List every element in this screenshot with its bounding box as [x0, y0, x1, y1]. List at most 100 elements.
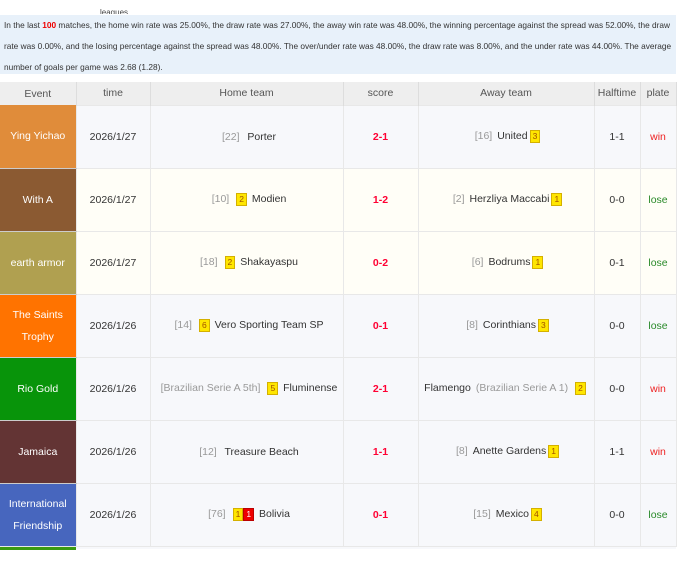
- event-cell[interactable]: earth armor: [0, 231, 76, 295]
- home-rank: [76]: [208, 508, 226, 520]
- card-badge: 4: [531, 508, 542, 521]
- header-away: Away team: [418, 82, 595, 105]
- card-badge: 1: [532, 256, 544, 269]
- away-team-cell: [8] Corinthians 3: [417, 293, 595, 358]
- table-header: Event time Home team score Away team Hal…: [0, 82, 677, 105]
- match-table: Event time Home team score Away team Hal…: [0, 82, 677, 547]
- away-team-name[interactable]: Anette Gardens: [472, 445, 547, 457]
- summary-text: matches, the home win rate was 25.00%, t…: [4, 20, 672, 72]
- match-time: 2026/1/27: [75, 230, 151, 295]
- home-team-name[interactable]: Modien: [251, 193, 287, 205]
- home-team-cell: [76] 1 1 Bolivia: [149, 482, 344, 547]
- event-cell[interactable]: Rio Gold: [0, 357, 76, 421]
- away-rank: [2]: [452, 193, 465, 205]
- away-team-name[interactable]: United: [497, 130, 528, 142]
- halftime-score: 0-0: [593, 482, 641, 547]
- event-cell[interactable]: International Friendship: [0, 483, 76, 547]
- halftime-score: 0-1: [593, 230, 641, 295]
- home-rank: [22]: [221, 130, 240, 143]
- home-team-cell: [22] Porter: [149, 104, 344, 169]
- home-team-name[interactable]: Treasure Beach: [224, 445, 299, 458]
- event-cell[interactable]: Jamaica: [0, 420, 76, 484]
- score[interactable]: 2-1: [342, 356, 419, 421]
- plate-result: lose: [639, 167, 677, 232]
- home-team-name[interactable]: Vero Sporting Team SP: [214, 319, 324, 331]
- score[interactable]: 1-1: [342, 419, 419, 484]
- home-team-cell: [10] 2 Modien: [149, 167, 344, 232]
- halftime-score: 1-1: [593, 419, 641, 484]
- away-rank: [16]: [474, 130, 493, 142]
- card-badge: 2: [224, 256, 236, 269]
- card-badge: 1: [548, 445, 559, 458]
- card-badge: 1: [551, 193, 563, 206]
- away-team-name[interactable]: Flamengo: [424, 382, 471, 394]
- home-team-name[interactable]: Shakayaspu: [240, 256, 298, 268]
- table-row[interactable]: earth armor 2026/1/27 [18] 2 Shakayaspu 0…: [0, 230, 677, 295]
- header-score: score: [343, 82, 419, 105]
- home-team-name[interactable]: Bolivia: [258, 508, 290, 520]
- away-team-cell: [8] Anette Gardens 1: [417, 419, 595, 484]
- card-badge: 3: [538, 319, 549, 332]
- header-halftime: Halftime: [594, 82, 641, 105]
- home-team-name[interactable]: Fluminense: [283, 382, 338, 394]
- away-team-name[interactable]: Herzliya Maccabi: [469, 193, 550, 205]
- home-team-cell: [12] Treasure Beach: [149, 419, 344, 484]
- match-time: 2026/1/26: [75, 419, 151, 484]
- table-row[interactable]: Rio Gold 2026/1/26 [Brazilian Serie A 5t…: [0, 356, 677, 421]
- event-cell-partial: [0, 547, 76, 550]
- score[interactable]: 0-1: [342, 482, 419, 547]
- home-rank: [18]: [200, 256, 218, 268]
- away-rank: [15]: [473, 508, 491, 520]
- summary-count: 100: [42, 20, 57, 30]
- summary-prefix: In the last: [4, 20, 43, 30]
- header-home: Home team: [150, 82, 344, 105]
- away-team-cell: Flamengo (Brazilian Serie A 1) 2: [417, 356, 595, 421]
- event-cell[interactable]: The Saints Trophy: [0, 294, 76, 358]
- home-rank: [12]: [199, 445, 217, 458]
- table-row[interactable]: With A 2026/1/27 [10] 2 Modien 1-2 [2] Her…: [0, 167, 677, 232]
- match-time: 2026/1/26: [75, 293, 151, 358]
- table-row-partial: [0, 546, 676, 550]
- away-team-name[interactable]: Bodrums: [488, 256, 531, 268]
- card-badge: 2: [236, 193, 247, 206]
- match-time: 2026/1/26: [75, 482, 151, 547]
- plate-result: win: [639, 356, 677, 421]
- away-team-cell: [6] Bodrums 1: [417, 230, 595, 295]
- score[interactable]: 0-1: [342, 293, 419, 358]
- event-cell[interactable]: Ying Yichao: [0, 105, 76, 169]
- halftime-score: 0-0: [593, 167, 641, 232]
- away-rank: [8]: [456, 445, 468, 457]
- score[interactable]: 1-2: [342, 167, 419, 232]
- away-rank: [8]: [466, 319, 478, 331]
- score[interactable]: 2-1: [342, 104, 419, 169]
- home-team-cell: [Brazilian Serie A 5th] 5 Fluminense: [149, 356, 344, 421]
- away-team-name[interactable]: Corinthians: [482, 319, 537, 331]
- event-cell[interactable]: With A: [0, 168, 76, 232]
- table-row[interactable]: International Friendship 2026/1/26 [76] 1…: [0, 482, 677, 547]
- halftime-score: 0-0: [593, 356, 641, 421]
- header-plate: plate: [640, 82, 677, 105]
- table-row[interactable]: Ying Yichao 2026/1/27 [22] Porter 2-1 [1…: [0, 104, 677, 169]
- table-row[interactable]: The Saints Trophy 2026/1/26 [14] 6 Vero S…: [0, 293, 677, 358]
- halftime-score: 0-0: [593, 293, 641, 358]
- match-time: 2026/1/26: [75, 356, 151, 421]
- header-time: time: [76, 82, 151, 105]
- card-badge: 1: [243, 508, 255, 521]
- away-team-name[interactable]: Mexico: [495, 508, 530, 520]
- plate-result: lose: [639, 293, 677, 358]
- home-team-cell: [18] 2 Shakayaspu: [149, 230, 344, 295]
- table-row[interactable]: Jamaica 2026/1/26 [12] Treasure Beach 1-…: [0, 419, 677, 484]
- home-rank: [10]: [211, 193, 230, 205]
- card-badge: 1: [232, 508, 244, 521]
- card-badge: 2: [575, 382, 586, 395]
- home-rank: [Brazilian Serie A 5th]: [160, 382, 261, 394]
- home-team-name[interactable]: Porter: [247, 130, 277, 143]
- score[interactable]: 0-2: [342, 230, 419, 295]
- away-team-cell: [16] United 3: [417, 104, 595, 169]
- leagues-label: leagues: [100, 8, 129, 14]
- match-time: 2026/1/27: [75, 167, 151, 232]
- card-badge: 5: [267, 382, 279, 395]
- card-badge: 6: [198, 319, 210, 332]
- summary-box: In the last 100 matches, the home win ra…: [0, 15, 676, 74]
- home-rank: [14]: [174, 319, 192, 331]
